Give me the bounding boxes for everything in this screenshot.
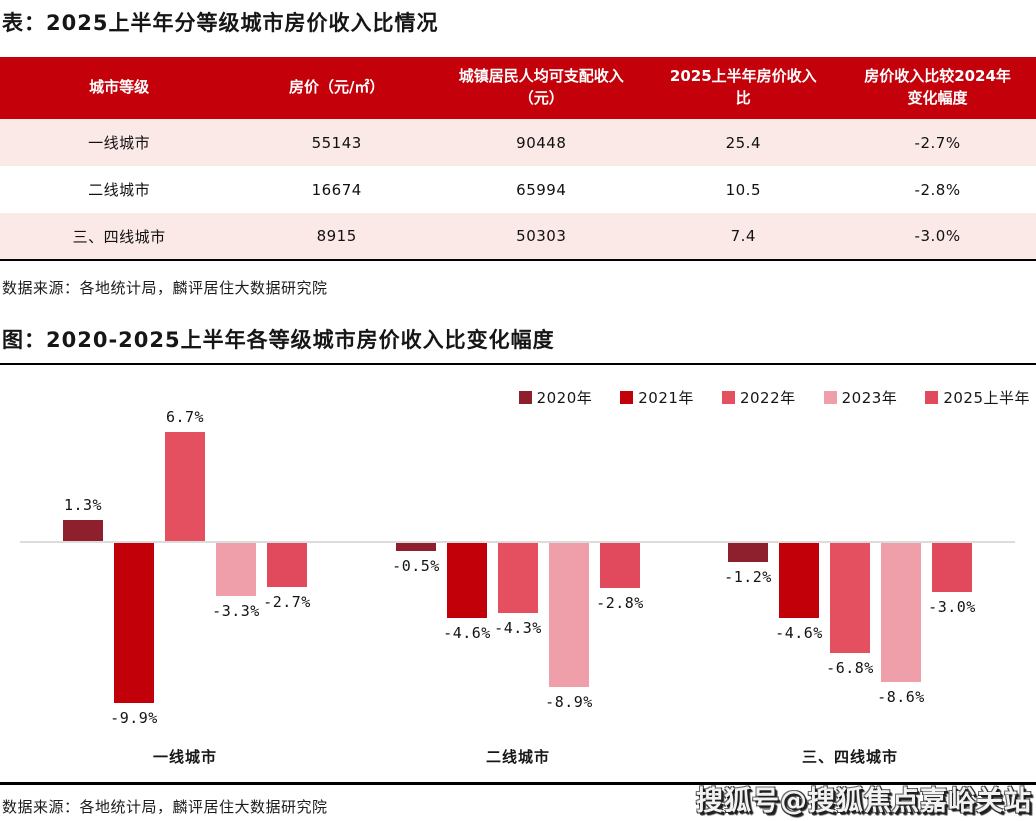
bar-2025上半年-一线城市 (267, 543, 307, 587)
table-cell-income: 50303 (516, 227, 567, 245)
legend-item-2: 2022年 (721, 387, 796, 408)
table-col-header-0: 城市等级 (89, 78, 150, 97)
table-row: 三、四线城市 8915 50303 7.4 -3.0% (0, 213, 1036, 260)
bar-value-label: -0.5% (392, 557, 440, 575)
table-cell-price: 55143 (311, 133, 362, 152)
bar-2023年-三、四线城市 (881, 543, 921, 682)
legend-item-0: 2020年 (518, 387, 593, 408)
table-body: 一线城市 55143 90448 25.4 -2.7% 二线城市 16674 65994 10.… (0, 119, 1036, 260)
table-col-header-4: 房价收入比较2024年变化幅度 (864, 67, 1011, 107)
bar-2022年-一线城市 (165, 432, 205, 541)
bar-2020年-一线城市 (63, 520, 103, 541)
bar-2021年-一线城市 (114, 543, 154, 703)
table-cell-change: -2.8% (914, 180, 961, 199)
bar-2023年-二线城市 (549, 543, 589, 687)
bar-2023年-一线城市 (216, 543, 256, 596)
table-header: 城市等级 房价（元/㎡） 城镇居民人均可支配收入（元） 2025上半年房价收入比 房价收… (0, 57, 1036, 119)
table-cell-tier: 三、四线城市 (72, 227, 166, 246)
legend-item-1: 2021年 (620, 387, 694, 408)
table-cell-ratio: 25.4 (725, 133, 761, 152)
bar-value-label: -9.9% (110, 709, 158, 727)
bar-value-label: -4.3% (494, 619, 542, 637)
table-title: 表：2025上半年分等级城市房价收入比情况 (2, 11, 439, 35)
legend-swatch-icon (925, 391, 939, 404)
chart-bottom-divider (0, 782, 1036, 785)
bar-2025上半年-二线城市 (600, 543, 640, 588)
bar-2022年-二线城市 (498, 543, 538, 613)
table-col-header-2: 城镇居民人均可支配收入（元） (458, 67, 624, 107)
legend-swatch-icon (620, 391, 634, 404)
category-label-0: 一线城市 (152, 748, 217, 766)
table-row: 一线城市 55143 90448 25.4 -2.7% (0, 119, 1036, 166)
bar-chart-plot: 2020年 2021年 2022年 2023年 2025上半年 1.3% -9.9% 6.7… (0, 375, 1036, 782)
table-cell-price: 16674 (311, 180, 362, 199)
bar-value-label: -2.7% (263, 593, 311, 611)
zero-axis-line (20, 541, 1015, 543)
bar-value-label: -4.6% (443, 624, 491, 642)
bar-value-label: -8.9% (545, 693, 593, 711)
table-cell-income: 65994 (516, 180, 567, 199)
bar-2021年-三、四线城市 (779, 543, 819, 618)
legend-swatch-icon (721, 391, 735, 404)
bar-value-label: -2.8% (596, 594, 644, 612)
legend-label: 2025上半年 (943, 389, 1030, 407)
table-cell-change: -3.0% (914, 227, 961, 245)
price-income-table: 城市等级 房价（元/㎡） 城镇居民人均可支配收入（元） 2025上半年房价收入比 房价收… (0, 57, 1036, 261)
bar-2020年-三、四线城市 (728, 543, 768, 562)
bar-2021年-二线城市 (447, 543, 487, 618)
bar-value-label: -3.3% (212, 602, 260, 620)
legend-swatch-icon (518, 391, 532, 404)
table-cell-income: 90448 (516, 133, 567, 152)
bar-value-label: -3.0% (928, 598, 976, 616)
table-cell-tier: 二线城市 (88, 181, 151, 199)
table-cell-ratio: 10.5 (725, 180, 761, 199)
table-source-note: 数据来源：各地统计局，麟评居住大数据研究院 (2, 279, 328, 297)
chart-title-divider (0, 363, 1036, 365)
table-cell-change: -2.7% (914, 133, 961, 152)
legend-label: 2023年 (841, 389, 898, 407)
legend-label: 2020年 (536, 389, 593, 407)
bar-2020年-二线城市 (396, 543, 436, 551)
bar-2022年-三、四线城市 (830, 543, 870, 653)
bar-value-label: -1.2% (724, 568, 772, 586)
legend-label: 2022年 (739, 389, 796, 407)
legend-item-3: 2023年 (823, 387, 898, 408)
legend-label: 2021年 (638, 389, 694, 407)
bar-value-label: -4.6% (775, 624, 823, 642)
table-col-header-3: 2025上半年房价收入比 (669, 67, 817, 107)
sohu-watermark: 搜狐号@搜狐焦点嘉峪关站 (696, 786, 1032, 817)
chart-title: 图：2020-2025上半年各等级城市房价收入比变化幅度 (2, 328, 555, 352)
bar-value-label: -8.6% (877, 688, 925, 706)
table-col-header-1: 房价（元/㎡） (288, 78, 385, 97)
category-label-2: 三、四线城市 (801, 748, 898, 766)
category-label-1: 二线城市 (485, 748, 550, 766)
table-cell-price: 8915 (316, 227, 357, 245)
bar-value-label: -6.8% (826, 659, 874, 677)
bar-2025上半年-三、四线城市 (932, 543, 972, 592)
table-cell-tier: 一线城市 (88, 134, 151, 152)
chart-legend: 2020年 2021年 2022年 2023年 2025上半年 (518, 387, 1030, 408)
legend-swatch-icon (823, 391, 837, 404)
bar-value-label: 1.3% (63, 496, 103, 514)
bar-value-label: 6.7% (165, 408, 205, 426)
chart-source-note: 数据来源：各地统计局，麟评居住大数据研究院 (2, 798, 328, 816)
legend-item-4: 2025上半年 (925, 387, 1030, 408)
table-row: 二线城市 16674 65994 10.5 -2.8% (0, 166, 1036, 213)
table-cell-ratio: 7.4 (730, 227, 756, 245)
